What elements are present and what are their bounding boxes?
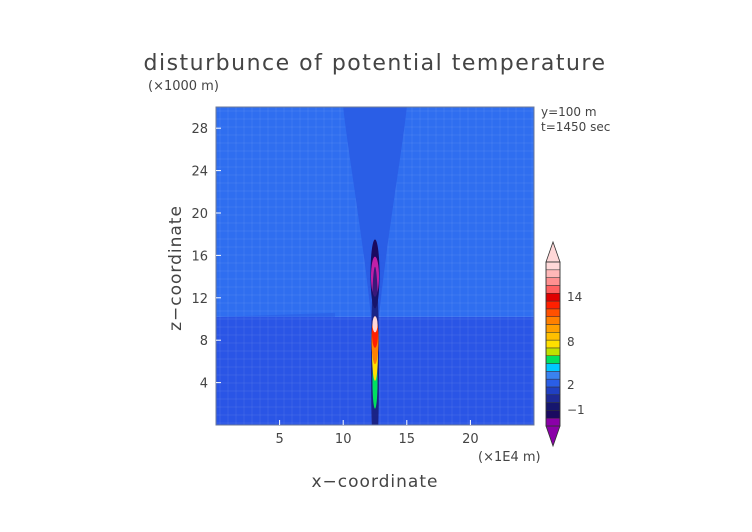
- y-tick-label: 16: [191, 249, 208, 264]
- x-tick-label: 15: [399, 432, 416, 447]
- annotation-y: y=100 m: [541, 105, 597, 119]
- y-axis-unit: (×1000 m): [148, 79, 219, 94]
- colorbar-swatch: [545, 339, 561, 349]
- column-core: [372, 316, 378, 333]
- colorbar-label: 14: [567, 290, 582, 304]
- colorbar-label: −1: [567, 403, 585, 417]
- colorbar-swatch: [545, 410, 561, 419]
- plume-cone: [343, 107, 407, 317]
- x-tick-label: 10: [335, 432, 352, 447]
- colorbar-swatch: [545, 277, 561, 286]
- y-axis: 4 8 12 16 20 24 28: [191, 122, 221, 392]
- colorbar-swatch: [545, 363, 561, 372]
- colorbar-swatch: [545, 355, 561, 364]
- x-axis-unit: (×1E4 m): [478, 450, 541, 465]
- colorbar-min-arrow: [545, 425, 561, 448]
- colorbar-swatch: [545, 308, 561, 317]
- colorbar-swatch: [545, 269, 561, 278]
- colorbar-swatch: [545, 292, 561, 302]
- colorbar: 14 8 2 −1: [545, 240, 585, 448]
- colorbar-swatch: [545, 285, 561, 294]
- y-tick-label: 4: [200, 377, 208, 392]
- annotations: y=100 m t=1450 sec: [541, 105, 610, 134]
- colorbar-swatch: [545, 417, 561, 427]
- plot-frame: [215, 106, 535, 426]
- y-tick-label: 24: [191, 165, 208, 180]
- x-axis: 5 10 15 20: [275, 420, 479, 447]
- colorbar-swatch: [545, 394, 561, 403]
- colorbar-swatch: [545, 386, 561, 396]
- y-tick-label: 12: [191, 292, 208, 307]
- colorbar-swatch: [545, 324, 561, 333]
- colorbar-swatch: [545, 332, 561, 341]
- colorbar-swatch: [545, 300, 561, 310]
- colorbar-label: 8: [567, 335, 575, 349]
- annotation-t: t=1450 sec: [541, 120, 610, 134]
- colorbar-swatch: [545, 261, 561, 271]
- plot-area: [215, 106, 535, 426]
- y-axis-label: z−coordinate: [166, 205, 186, 331]
- colorbar-swatch: [545, 402, 561, 411]
- colorbar-swatch: [545, 347, 561, 356]
- chart-title: disturbunce of potential temperature: [144, 51, 607, 76]
- y-tick-label: 20: [191, 207, 208, 222]
- x-tick-label: 20: [462, 432, 479, 447]
- x-axis-label: x−coordinate: [312, 472, 439, 492]
- x-tick-label: 5: [275, 432, 283, 447]
- y-tick-label: 28: [191, 122, 208, 137]
- y-tick-label: 8: [200, 334, 208, 349]
- colorbar-swatch: [545, 316, 561, 325]
- colorbar-frame: [545, 261, 561, 427]
- colorbar-label: 2: [567, 378, 575, 392]
- colorbar-swatch: [545, 378, 561, 388]
- colorbar-swatch: [545, 371, 561, 380]
- colorbar-max-arrow: [545, 240, 561, 263]
